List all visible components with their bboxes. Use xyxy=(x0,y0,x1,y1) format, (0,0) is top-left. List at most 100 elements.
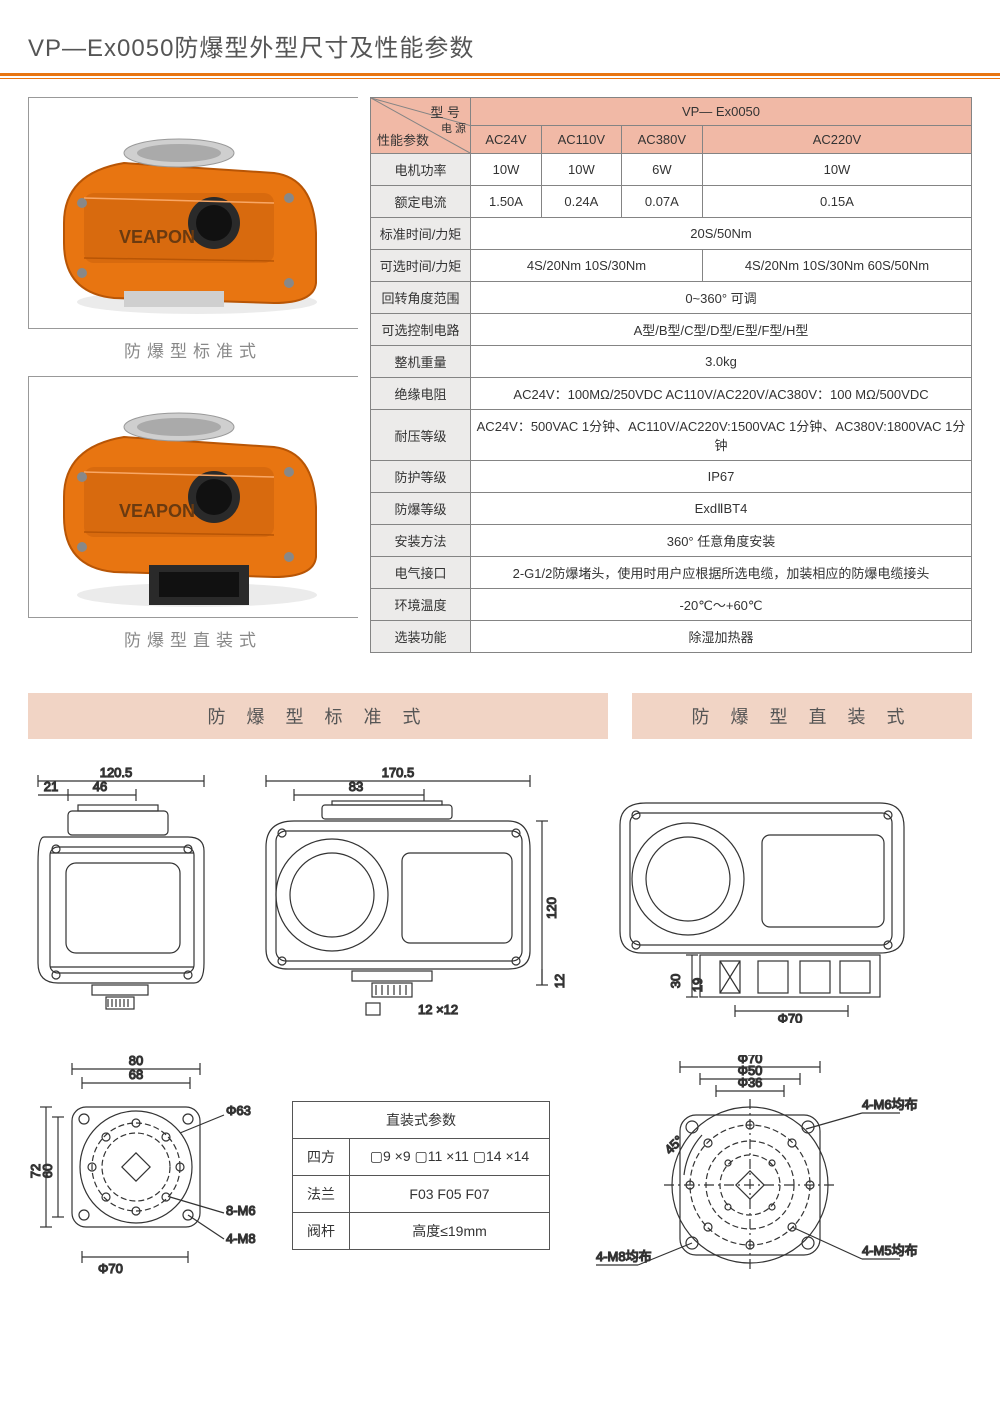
param-cell-full: -20℃～+60℃ xyxy=(471,589,972,621)
param-label: 整机重量 xyxy=(371,346,471,378)
title-underline-thick xyxy=(0,73,1000,76)
bottom-row: 80 68 72 60 xyxy=(0,1023,1000,1335)
param-cell: 4S/20Nm 10S/30Nm 60S/50Nm xyxy=(702,250,971,282)
model-header: VP— Ex0050 xyxy=(471,98,972,126)
volt-header: AC380V xyxy=(621,126,702,154)
brand-label: VEAPON xyxy=(119,227,195,247)
spec-table-wrapper: 型 号 电 源 性能参数 VP— Ex0050 AC24V AC110V AC3… xyxy=(370,97,972,665)
diag-top: 型 号 xyxy=(430,102,460,121)
drawing-side-view: 120.5 21 46 xyxy=(28,763,224,1023)
mini-row-value: ▢9 ×9 ▢11 ×11 ▢14 ×14 xyxy=(350,1138,550,1175)
param-cell-full: AC24V：100MΩ/250VDC AC110V/AC220V/AC380V：… xyxy=(471,378,972,410)
photo-caption-1: 防爆型标准式 xyxy=(28,329,358,376)
dim-21: 21 xyxy=(44,779,58,794)
dim-4m8: 4-M8 xyxy=(226,1231,256,1246)
dim-phi70: Φ70 xyxy=(778,1011,803,1023)
page-title: VP—Ex0050防爆型外型尺寸及性能参数 xyxy=(0,0,1000,73)
dim-phi70b: Φ70 xyxy=(98,1261,123,1276)
section-header-direct: 防 爆 型 直 装 式 xyxy=(632,693,972,739)
volt-header: AC24V xyxy=(471,126,542,154)
dim-sq12: 12 ×12 xyxy=(418,1002,458,1017)
param-label: 回转角度范围 xyxy=(371,282,471,314)
drawing-flange-standard: 80 68 72 60 xyxy=(28,1055,258,1285)
dim-12: 12 xyxy=(552,974,567,988)
param-cell: 4S/20Nm 10S/30Nm xyxy=(471,250,703,282)
param-label: 选装功能 xyxy=(371,621,471,653)
param-label: 安装方法 xyxy=(371,525,471,557)
param-cell-full: ExdⅡBT4 xyxy=(471,493,972,525)
diag-bot: 性能参数 xyxy=(377,130,429,149)
param-label: 环境温度 xyxy=(371,589,471,621)
param-cell: 10W xyxy=(702,154,971,186)
dim-4m5: 4-M5均布 xyxy=(862,1243,918,1258)
param-cell: 10W xyxy=(471,154,542,186)
dim-120-5: 120.5 xyxy=(100,765,133,780)
param-cell-full: IP67 xyxy=(471,461,972,493)
param-cell: 0.24A xyxy=(541,186,621,218)
dim-68: 68 xyxy=(129,1067,143,1082)
dim-120: 120 xyxy=(544,897,559,919)
param-label: 可选控制电路 xyxy=(371,314,471,346)
volt-header: AC220V xyxy=(702,126,971,154)
photo-caption-2: 防爆型直装式 xyxy=(28,618,358,665)
param-label: 标准时间/力矩 xyxy=(371,218,471,250)
drawing-front-view: 170.5 83 120 12 xyxy=(242,763,572,1023)
drawings-row: 120.5 21 46 xyxy=(0,739,1000,1023)
param-cell-full: A型/B型/C型/D型/E型/F型/H型 xyxy=(471,314,972,346)
dim-8m6: 8-M6 xyxy=(226,1203,256,1218)
dim-phi63: Φ63 xyxy=(226,1103,251,1118)
drawing-direct-side-view: 30 19 Φ70 xyxy=(590,763,930,1023)
param-label: 电机功率 xyxy=(371,154,471,186)
param-label: 耐压等级 xyxy=(371,410,471,461)
dim-phi36: Φ36 xyxy=(738,1075,763,1090)
param-cell: 0.15A xyxy=(702,186,971,218)
param-label: 防爆等级 xyxy=(371,493,471,525)
param-cell-full: 2-G1/2防爆堵头，使用时用户应根据所选电缆，加装相应的防爆电缆接头 xyxy=(471,557,972,589)
param-cell-full: 0~360° 可调 xyxy=(471,282,972,314)
mini-row-value: 高度≤19mm xyxy=(350,1212,550,1249)
dim-45deg: 45° xyxy=(662,1133,687,1158)
direct-mount-param-table: 直装式参数 四方▢9 ×9 ▢11 ×11 ▢14 ×14法兰F03 F05 F… xyxy=(292,1101,550,1250)
param-cell: 10W xyxy=(541,154,621,186)
param-label: 可选时间/力矩 xyxy=(371,250,471,282)
mini-table-title: 直装式参数 xyxy=(293,1101,550,1138)
param-cell-full: 3.0kg xyxy=(471,346,972,378)
photo-column: VEAPON 防爆型标准式 xyxy=(28,97,358,665)
direct-mount-param-table-wrapper: 直装式参数 四方▢9 ×9 ▢11 ×11 ▢14 ×14法兰F03 F05 F… xyxy=(292,1101,550,1250)
dim-4m8d: 4-M8均布 xyxy=(596,1249,652,1264)
param-cell: 0.07A xyxy=(621,186,702,218)
dim-170-5: 170.5 xyxy=(382,765,415,780)
dim-4m6: 4-M6均布 xyxy=(862,1097,918,1112)
dim-83: 83 xyxy=(349,779,363,794)
param-cell-full: 360° 任意角度安装 xyxy=(471,525,972,557)
product-photo-2: VEAPON xyxy=(28,376,358,618)
product-photo-1: VEAPON xyxy=(28,97,358,329)
mini-row-label: 阀杆 xyxy=(293,1212,350,1249)
dim-30: 30 xyxy=(668,974,683,988)
dim-60: 60 xyxy=(40,1164,55,1178)
param-label: 额定电流 xyxy=(371,186,471,218)
param-label: 绝缘电阻 xyxy=(371,378,471,410)
dim-19: 19 xyxy=(690,978,705,992)
param-cell: 1.50A xyxy=(471,186,542,218)
title-underline-thin xyxy=(0,78,1000,79)
mini-row-label: 法兰 xyxy=(293,1175,350,1212)
section-header-row: 防 爆 型 标 准 式 防 爆 型 直 装 式 xyxy=(28,693,972,739)
param-cell-full: 除湿加热器 xyxy=(471,621,972,653)
param-label: 防护等级 xyxy=(371,461,471,493)
param-cell-full: 20S/50Nm xyxy=(471,218,972,250)
param-cell: 6W xyxy=(621,154,702,186)
spec-table: 型 号 电 源 性能参数 VP— Ex0050 AC24V AC110V AC3… xyxy=(370,97,972,653)
diag-mid: 电 源 xyxy=(441,120,466,136)
top-section: VEAPON 防爆型标准式 xyxy=(0,97,1000,665)
param-cell-full: AC24V：500VAC 1分钟、AC110V/AC220V:1500VAC 1… xyxy=(471,410,972,461)
section-header-standard: 防 爆 型 标 准 式 xyxy=(28,693,608,739)
volt-header: AC110V xyxy=(541,126,621,154)
brand-label: VEAPON xyxy=(119,501,195,521)
param-label: 电气接口 xyxy=(371,557,471,589)
dim-46: 46 xyxy=(93,779,107,794)
mini-row-label: 四方 xyxy=(293,1138,350,1175)
mini-row-value: F03 F05 F07 xyxy=(350,1175,550,1212)
drawing-flange-direct: Φ70 Φ50 Φ36 xyxy=(584,1055,924,1295)
table-diag-header: 型 号 电 源 性能参数 xyxy=(371,98,471,154)
